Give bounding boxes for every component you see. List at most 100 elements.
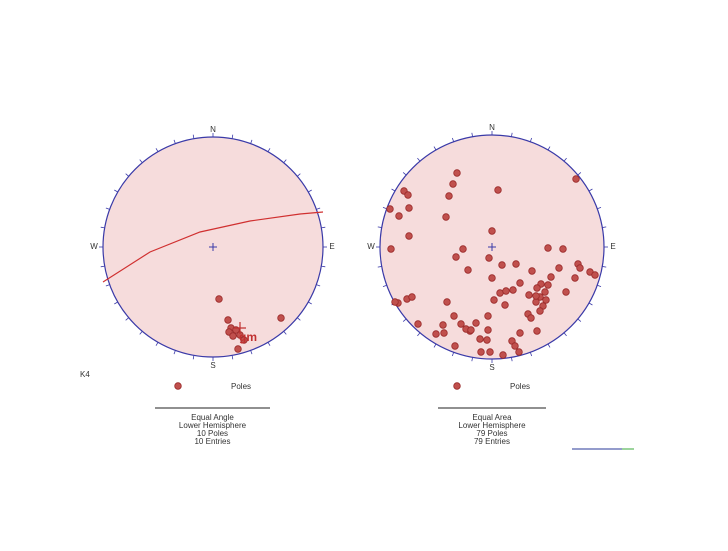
pole-point — [486, 348, 494, 356]
pole-point — [515, 348, 523, 356]
degree-tick — [283, 159, 287, 163]
pole-point — [591, 271, 599, 279]
pole-point — [576, 264, 584, 272]
pole-point — [457, 320, 465, 328]
degree-tick — [100, 265, 105, 268]
annotation: gm — [239, 330, 257, 344]
degree-tick — [125, 173, 129, 177]
legend-marker — [174, 382, 182, 390]
degree-tick — [192, 355, 195, 360]
pole-point — [439, 321, 447, 329]
pole-point — [442, 213, 450, 221]
pole-point — [571, 274, 579, 282]
degree-tick — [377, 266, 382, 268]
legend-label: Poles — [231, 382, 251, 391]
pole-point — [408, 293, 416, 301]
pole-point — [484, 326, 492, 334]
degree-tick — [308, 189, 312, 193]
pole-point — [432, 330, 440, 338]
annotation-cross — [234, 322, 246, 334]
pole-point — [404, 191, 412, 199]
degree-tick — [529, 352, 533, 357]
degree-tick — [250, 139, 253, 144]
degree-tick — [433, 146, 437, 151]
degree-tick — [402, 318, 407, 322]
degree-tick — [297, 317, 301, 321]
pole-point — [488, 227, 496, 235]
degree-tick — [114, 301, 118, 305]
compass-label: E — [329, 242, 334, 251]
pole-point — [443, 298, 451, 306]
degree-tick — [402, 172, 407, 176]
degree-tick — [114, 189, 118, 193]
degree-tick — [267, 148, 271, 152]
pole-point — [234, 345, 242, 353]
pole-point — [277, 314, 285, 322]
hemisphere: Lower Hemisphere — [458, 421, 526, 430]
degree-tick — [308, 301, 312, 305]
compass-label: S — [489, 363, 494, 372]
summary-line: 10 Entries — [194, 437, 230, 446]
degree-tick — [377, 226, 382, 228]
degree-tick — [451, 352, 455, 357]
degree-tick — [433, 343, 437, 348]
degree-tick — [155, 342, 159, 346]
degree-tick — [155, 148, 159, 152]
pole-point — [453, 169, 461, 177]
pole-point — [445, 192, 453, 200]
pole-point — [452, 253, 460, 261]
pole-point — [476, 335, 484, 343]
pole-point — [544, 281, 552, 289]
degree-tick — [105, 284, 110, 287]
pole-point — [572, 175, 580, 183]
degree-tick — [588, 188, 593, 192]
center-cross — [488, 243, 496, 251]
pole-point — [502, 287, 510, 295]
pole-point — [562, 288, 570, 296]
degree-tick — [316, 284, 321, 287]
degree-tick — [105, 207, 110, 210]
compass-label: N — [489, 123, 495, 132]
pole-point — [440, 329, 448, 337]
degree-tick — [125, 317, 129, 321]
degree-tick — [602, 266, 607, 268]
degree-tick — [139, 331, 143, 335]
pole-point — [414, 320, 422, 328]
degree-tick — [250, 350, 253, 355]
degree-tick — [547, 343, 551, 348]
pole-point — [509, 286, 517, 294]
compass-label: N — [210, 125, 216, 134]
pole-point — [240, 336, 248, 344]
pole-point — [533, 284, 541, 292]
degree-tick — [602, 226, 607, 228]
degree-tick — [563, 157, 567, 162]
pole-point — [528, 267, 536, 275]
pole-point — [501, 301, 509, 309]
pole-point — [527, 314, 535, 322]
degree-tick — [471, 132, 473, 137]
degree-tick — [382, 206, 387, 210]
pole-point — [536, 307, 544, 315]
degree-tick — [577, 172, 582, 176]
pole-point — [490, 296, 498, 304]
projection: Equal Area — [472, 413, 512, 422]
pole-point — [215, 295, 223, 303]
pole-point — [555, 264, 563, 272]
degree-tick — [511, 132, 513, 137]
pole-point — [525, 291, 533, 299]
degree-tick — [231, 355, 234, 360]
pole-point — [449, 180, 457, 188]
pole-point — [229, 332, 237, 340]
pole-point — [386, 205, 394, 213]
pole-point — [533, 327, 541, 335]
pole-point — [459, 245, 467, 253]
pole-point — [467, 326, 475, 334]
degree-tick — [529, 137, 533, 142]
degree-tick — [547, 146, 551, 151]
degree-tick — [391, 188, 396, 192]
degree-tick — [563, 332, 567, 337]
pole-point — [547, 273, 555, 281]
pole-point — [494, 186, 502, 194]
degree-tick — [511, 357, 513, 362]
